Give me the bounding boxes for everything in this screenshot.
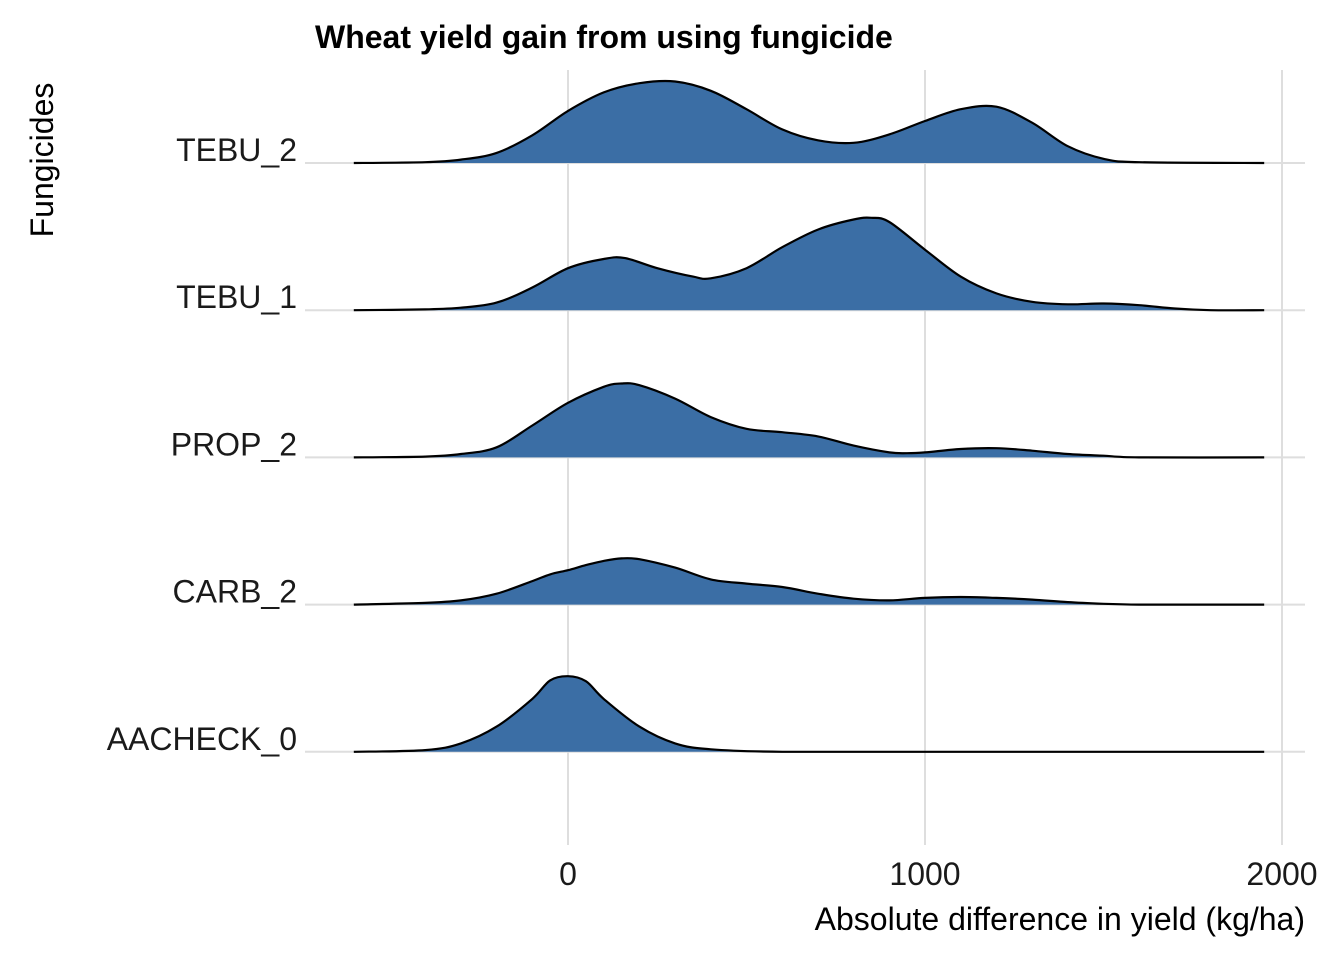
ridge-area-prop-2 (353, 383, 1265, 458)
x-tick-label: 2000 (1246, 856, 1317, 892)
ridge-outline-tebu-2 (353, 79, 1265, 165)
ridge-area-carb-2 (353, 558, 1265, 605)
density-ridges (353, 79, 1265, 754)
chart-title: Wheat yield gain from using fungicide (315, 19, 893, 55)
ridge-outline-tebu-1 (353, 216, 1265, 312)
x-tick-label: 1000 (889, 856, 960, 892)
ridge-area-tebu-1 (353, 217, 1265, 311)
category-label-tebu-2: TEBU_2 (176, 132, 297, 168)
ridge-area-tebu-2 (353, 80, 1265, 163)
x-tick-label: 0 (559, 856, 577, 892)
ridge-area-aacheck-0 (353, 676, 1265, 752)
y-axis-label: Fungicides (24, 83, 60, 238)
category-label-tebu-1: TEBU_1 (176, 279, 297, 315)
ridge-outline-carb-2 (353, 557, 1265, 606)
ridge-outline-aacheck-0 (353, 675, 1265, 754)
category-label-prop-2: PROP_2 (171, 426, 297, 462)
x-axis-label: Absolute difference in yield (kg/ha) (815, 901, 1305, 937)
ridge-outline-prop-2 (353, 382, 1265, 459)
category-labels: AACHECK_0 CARB_2 PROP_2 TEBU_1 TEBU_2 (107, 132, 297, 757)
x-tick-labels: 0 1000 2000 (559, 856, 1317, 892)
category-label-aacheck-0: AACHECK_0 (107, 721, 297, 757)
category-label-carb-2: CARB_2 (173, 574, 298, 610)
